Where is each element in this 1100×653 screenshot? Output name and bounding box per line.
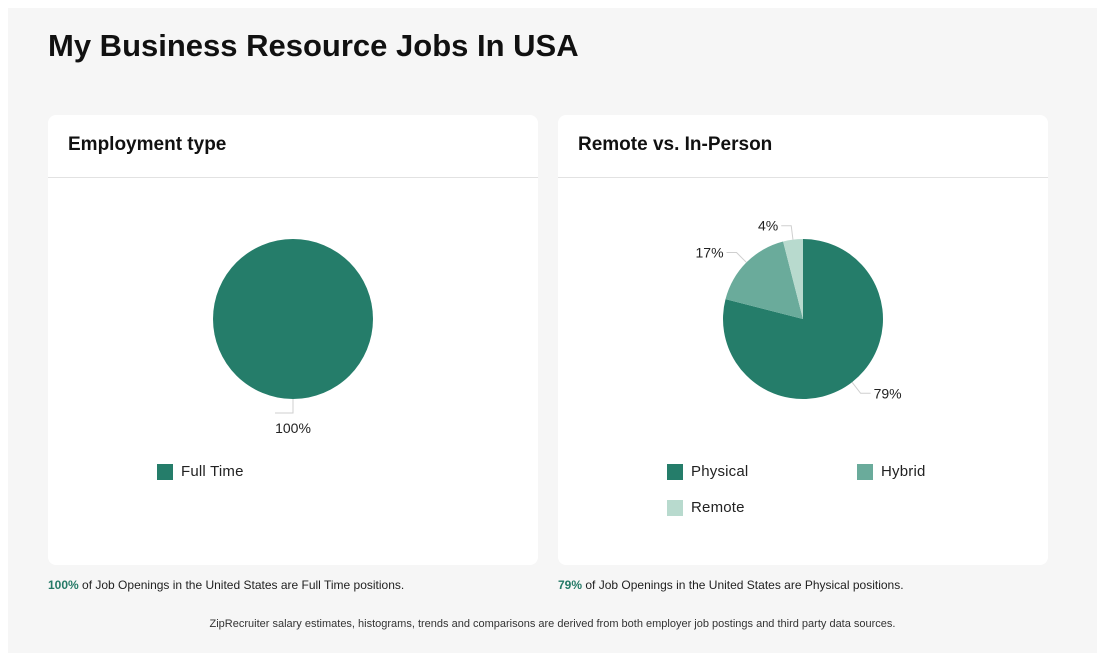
employment-footnote: 100% of Job Openings in the United State… xyxy=(48,578,404,592)
footnote-percent: 79% xyxy=(558,578,583,592)
legend-label: Full Time xyxy=(181,463,244,480)
card-title: Remote vs. In-Person xyxy=(578,134,773,155)
legend-item-remote[interactable]: Remote xyxy=(667,499,745,516)
remote-vs-in-person-pie-chart: 79% 17% 4% xyxy=(696,218,902,402)
legend-item-hybrid[interactable]: Hybrid xyxy=(857,463,926,480)
disclaimer: ZipRecruiter salary estimates, histogram… xyxy=(209,618,896,630)
data-label-hybrid: 17% xyxy=(696,245,724,261)
legend-item-physical[interactable]: Physical xyxy=(667,463,748,480)
footnote-text: of Job Openings in the United States are… xyxy=(78,578,405,592)
pie-slice-remote[interactable] xyxy=(783,239,803,319)
card-title: Employment type xyxy=(68,134,227,155)
legend-swatch xyxy=(667,499,683,516)
leader-line-hybrid xyxy=(726,252,747,263)
footnote-percent: 100% xyxy=(48,578,79,592)
legend-swatch xyxy=(667,463,683,480)
legend-swatch xyxy=(157,463,173,480)
employment-type-card: Employment type 100% Full Time xyxy=(48,115,538,565)
card-header: Employment type xyxy=(48,115,538,178)
data-label-physical: 79% xyxy=(874,385,902,401)
legend-swatch xyxy=(857,463,873,480)
employment-type-pie-chart: 100% xyxy=(213,239,373,436)
remote-footnote: 79% of Job Openings in the United States… xyxy=(558,578,904,592)
card-header: Remote vs. In-Person xyxy=(558,115,1048,178)
page-container: My Business Resource Jobs In USA Employm… xyxy=(8,8,1097,653)
data-label-full-time: 100% xyxy=(275,420,311,436)
page-title: My Business Resource Jobs In USA xyxy=(48,28,579,63)
footnote-text: of Job Openings in the United States are… xyxy=(582,578,904,592)
leader-line-physical xyxy=(851,381,871,394)
leader-line-remote xyxy=(781,225,794,240)
leader-line-full-time xyxy=(275,399,294,414)
legend-label: Hybrid xyxy=(881,463,926,480)
pie-slice-hybrid[interactable] xyxy=(725,241,803,319)
pie-slice-full-time[interactable] xyxy=(213,239,373,399)
legend-item-full-time[interactable]: Full Time xyxy=(157,463,244,480)
legend-label: Physical xyxy=(691,463,749,480)
remote-vs-in-person-card: Remote vs. In-Person 79% 17% 4% Physical H… xyxy=(558,115,1048,565)
data-label-remote: 4% xyxy=(758,218,778,234)
legend-label: Remote xyxy=(691,499,745,516)
